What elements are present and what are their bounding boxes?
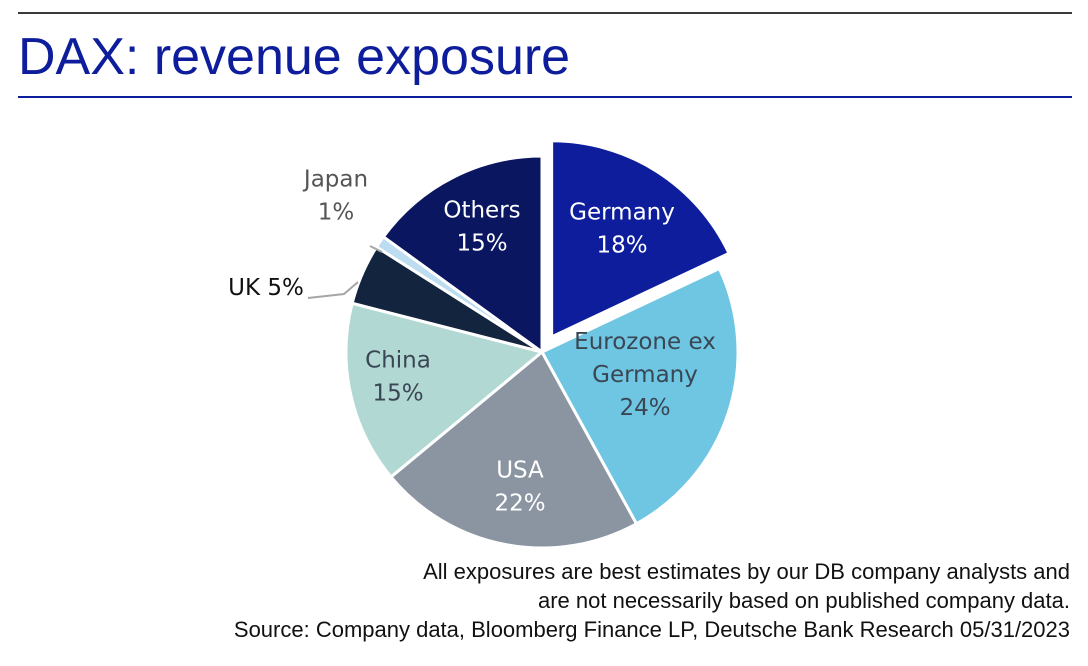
title-rule — [18, 96, 1072, 98]
pie-slice-eurozone-ex-germany — [540, 267, 740, 526]
pie-label-uk: UK 5% — [228, 275, 304, 301]
footnote-line-1: All exposures are best estimates by our … — [423, 559, 1070, 584]
footnote: All exposures are best estimates by our … — [30, 557, 1070, 644]
pie-label-japan: Japan 1% — [302, 167, 368, 226]
top-rule — [18, 12, 1072, 14]
pie-slice-germany — [550, 139, 731, 339]
page-title: DAX: revenue exposure — [18, 28, 571, 86]
pie-slice-usa — [389, 350, 638, 550]
pie-label-china: China 15% — [365, 348, 431, 407]
pie-label-eurozone-ex-germany: Eurozone ex Germany 24% — [574, 329, 716, 421]
pie-label-germany: Germany 18% — [569, 200, 675, 259]
pie-slice-china — [344, 301, 544, 479]
footnote-line-2: are not necessarily based on published c… — [537, 588, 1070, 613]
leader-line-uk — [307, 281, 359, 299]
source-note: Source: Company data, Bloomberg Finance … — [233, 617, 1070, 642]
leader-line-japan — [369, 245, 383, 253]
pie-label-others: Others 15% — [443, 198, 520, 257]
pie-label-usa: USA 22% — [494, 458, 545, 517]
pie-slice-others — [381, 154, 544, 354]
